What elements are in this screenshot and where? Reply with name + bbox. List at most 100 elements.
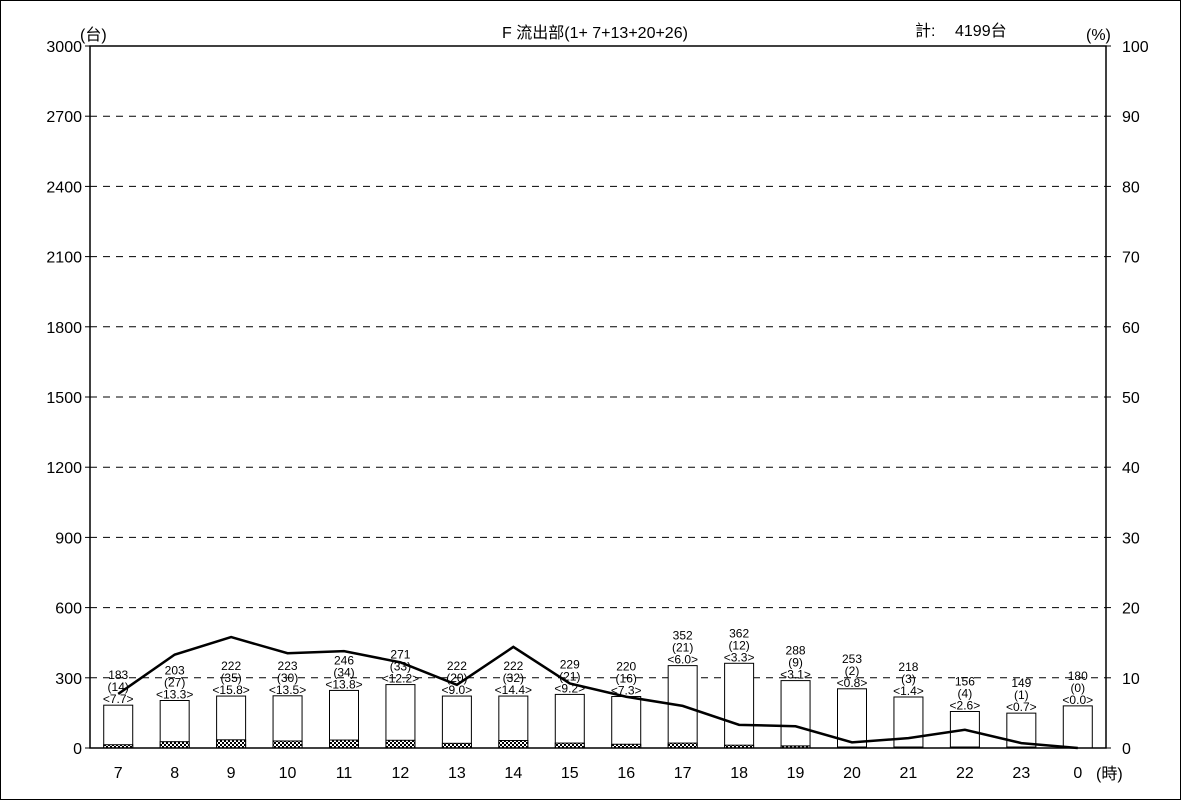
bar-total <box>1062 705 1093 749</box>
bar-total <box>441 695 472 749</box>
x-tick-label: 12 <box>392 765 410 782</box>
x-tick-label: 8 <box>170 765 179 782</box>
bar-value-label: 271 <box>390 648 410 662</box>
ratio-label: <0.8> <box>837 676 868 690</box>
heavy-count-label: (2) <box>845 664 860 678</box>
y-tick-label: 2700 <box>46 109 82 126</box>
bar-heavy-vehicles <box>329 739 359 749</box>
x-tick-label: 15 <box>561 765 579 782</box>
y-tick-label: 1200 <box>46 460 82 477</box>
grid-lines <box>90 115 1106 679</box>
y2-tick-label: 100 <box>1122 39 1149 56</box>
heavy-count-label: (0) <box>1070 681 1085 695</box>
bar-total <box>611 696 642 749</box>
heavy-count-label: (14) <box>108 680 129 694</box>
bar-value-label: 288 <box>786 644 806 658</box>
y-tick-label: 300 <box>55 671 82 688</box>
y2-axis-unit-label: (%) <box>1086 27 1111 44</box>
ratio-label: <9.2> <box>554 681 585 695</box>
bar-heavy-vehicles <box>159 741 190 749</box>
ratio-label: <2.6> <box>950 698 981 712</box>
y2-tick-label: 0 <box>1122 741 1131 758</box>
axes-layer: 0300600900120015001800210024002700300001… <box>46 39 1148 782</box>
heavy-count-label: (3) <box>901 672 916 686</box>
heavy-count-label: (21) <box>559 669 580 683</box>
y-tick-label: 0 <box>73 741 82 758</box>
heavy-count-label: (1) <box>1014 688 1029 702</box>
x-tick-label: 7 <box>114 765 123 782</box>
bar-value-label: 149 <box>1011 676 1031 690</box>
bar-total <box>724 662 755 749</box>
x-tick-label: 0 <box>1073 765 1082 782</box>
chart-title: F 流出部(1+ 7+13+20+26) <box>502 24 688 42</box>
y2-tick-label: 30 <box>1122 530 1140 547</box>
y2-tick-label: 90 <box>1122 109 1140 126</box>
heavy-count-label: (33) <box>390 660 411 674</box>
plot-frame <box>89 45 1107 749</box>
x-tick-label: 14 <box>504 765 522 782</box>
bar-total <box>893 696 924 749</box>
y2-tick-label: 20 <box>1122 601 1140 618</box>
bar-heavy-vehicles <box>272 740 303 749</box>
x-tick-label: 9 <box>227 765 236 782</box>
line-layer <box>117 635 1078 750</box>
heavy-count-label: (27) <box>164 675 185 689</box>
bar-value-label: 220 <box>616 660 636 674</box>
x-tick-label: 20 <box>843 765 861 782</box>
ratio-label: <14.4> <box>495 683 532 697</box>
y-tick-label: 600 <box>55 601 82 618</box>
bar-value-label: 183 <box>108 668 128 682</box>
y-tick-label: 3000 <box>46 39 82 56</box>
bar-heavy-vehicles <box>385 739 416 749</box>
bar-heavy-vehicles <box>216 739 247 749</box>
bars-layer <box>103 662 1093 749</box>
y-tick-label: 2100 <box>46 250 82 267</box>
ratio-label: <13.3> <box>156 687 193 701</box>
bar-value-label: 156 <box>955 674 975 688</box>
y2-tick-label: 50 <box>1122 390 1140 407</box>
total-value: 4199台 <box>955 22 1007 40</box>
x-tick-label: 18 <box>730 765 748 782</box>
ratio-label: <13.5> <box>269 683 306 697</box>
bar-total <box>1006 712 1037 749</box>
ratio-label: <3.1> <box>780 668 811 682</box>
heavy-count-label: (12) <box>728 638 749 652</box>
bar-value-label: 362 <box>729 626 749 640</box>
bar-total <box>329 689 359 749</box>
x-tick-label: 21 <box>900 765 918 782</box>
heavy-count-label: (16) <box>616 672 637 686</box>
heavy-count-label: (30) <box>277 671 298 685</box>
bar-total <box>272 695 303 749</box>
bar-labels-layer: 183(14)<7.7>203(27)<13.3>222(35)<15.8>22… <box>103 626 1093 714</box>
bar-total <box>159 699 190 749</box>
ratio-label: <15.8> <box>212 683 249 697</box>
ratio-label: <1.4> <box>893 684 924 698</box>
y-tick-label: 2400 <box>46 179 82 196</box>
bar-value-label: 218 <box>898 660 918 674</box>
x-tick-label: 16 <box>617 765 635 782</box>
bar-value-label: 352 <box>673 629 693 643</box>
ratio-label: <6.0> <box>667 653 698 667</box>
ratio-label: <13.8> <box>325 677 362 691</box>
y2-tick-label: 60 <box>1122 320 1140 337</box>
bar-total <box>554 693 585 749</box>
heavy-count-label: (4) <box>958 686 973 700</box>
ratio-label: <9.0> <box>442 683 473 697</box>
x-tick-label: 11 <box>336 765 353 782</box>
heavy-ratio-line <box>117 635 1078 750</box>
x-tick-label: 17 <box>674 765 692 782</box>
y-tick-label: 900 <box>55 530 82 547</box>
bar-value-label: 222 <box>221 659 241 673</box>
ratio-label: <0.7> <box>1006 700 1037 714</box>
heavy-count-label: (35) <box>220 671 241 685</box>
y2-tick-label: 80 <box>1122 179 1140 196</box>
ratio-label: <0.0> <box>1062 693 1093 707</box>
x-tick-label: 13 <box>448 765 466 782</box>
heavy-count-label: (32) <box>503 671 524 685</box>
heavy-count-label: (9) <box>788 656 803 670</box>
bar-value-label: 253 <box>842 652 862 666</box>
bar-value-label: 222 <box>447 659 467 673</box>
ratio-label: <12.2> <box>382 672 419 686</box>
y-axis-unit-label: (台) <box>80 26 107 44</box>
